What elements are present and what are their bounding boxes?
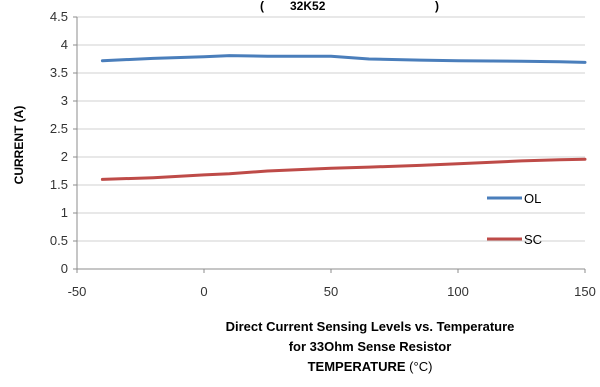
y-tick-label: 0.5 xyxy=(50,233,68,248)
title-fragment-open: ( xyxy=(260,0,264,13)
axes xyxy=(73,16,586,273)
legend-label-ol: OL xyxy=(524,191,541,206)
y-tick-label: 4.5 xyxy=(50,9,68,24)
x-axis-label-unit: (°C) xyxy=(405,359,433,374)
y-tick-label: 3.5 xyxy=(50,65,68,80)
y-axis-label: CURRENT (A) xyxy=(12,106,26,185)
series-line-sc xyxy=(100,157,587,181)
title-fragment-close: ) xyxy=(435,0,439,13)
series-line-ol xyxy=(100,54,587,64)
series-lines xyxy=(100,54,587,181)
y-tick-label: 1 xyxy=(61,205,68,220)
y-tick-labels: 0 0.5 1 1.5 2 2.5 3 3.5 4 4.5 xyxy=(50,9,68,276)
x-tick-label: 100 xyxy=(447,284,469,299)
chart-caption: Direct Current Sensing Levels vs. Temper… xyxy=(0,317,600,377)
x-tick-label: 0 xyxy=(200,284,207,299)
x-tick-label: -50 xyxy=(68,284,87,299)
legend: OL SC xyxy=(487,191,542,247)
y-tick-label: 0 xyxy=(61,261,68,276)
y-tick-label: 2 xyxy=(61,149,68,164)
x-tick-label: 50 xyxy=(324,284,338,299)
y-tick-label: 1.5 xyxy=(50,177,68,192)
y-tick-label: 4 xyxy=(61,37,68,52)
y-tick-label: 2.5 xyxy=(50,121,68,136)
gridlines xyxy=(77,16,585,242)
y-tick-label: 3 xyxy=(61,93,68,108)
chart: ( 32K52 ) 00.511.522.533.544.5 -50 0 50 100… xyxy=(12,0,596,299)
caption-line-2: for 33Ohm Sense Resistor xyxy=(288,339,452,354)
caption-line-1: Direct Current Sensing Levels vs. Temper… xyxy=(225,319,515,334)
legend-label-sc: SC xyxy=(524,232,542,247)
chart-title-fragment: ( 32K52 ) xyxy=(260,0,439,13)
title-fragment-code: 32K52 xyxy=(290,0,326,13)
x-tick-labels: -50 0 50 100 150 xyxy=(68,284,596,299)
x-axis-label: TEMPERATURE (°C) xyxy=(0,357,600,377)
x-tick-label: 150 xyxy=(574,284,596,299)
x-axis-label-main: TEMPERATURE xyxy=(307,359,406,374)
